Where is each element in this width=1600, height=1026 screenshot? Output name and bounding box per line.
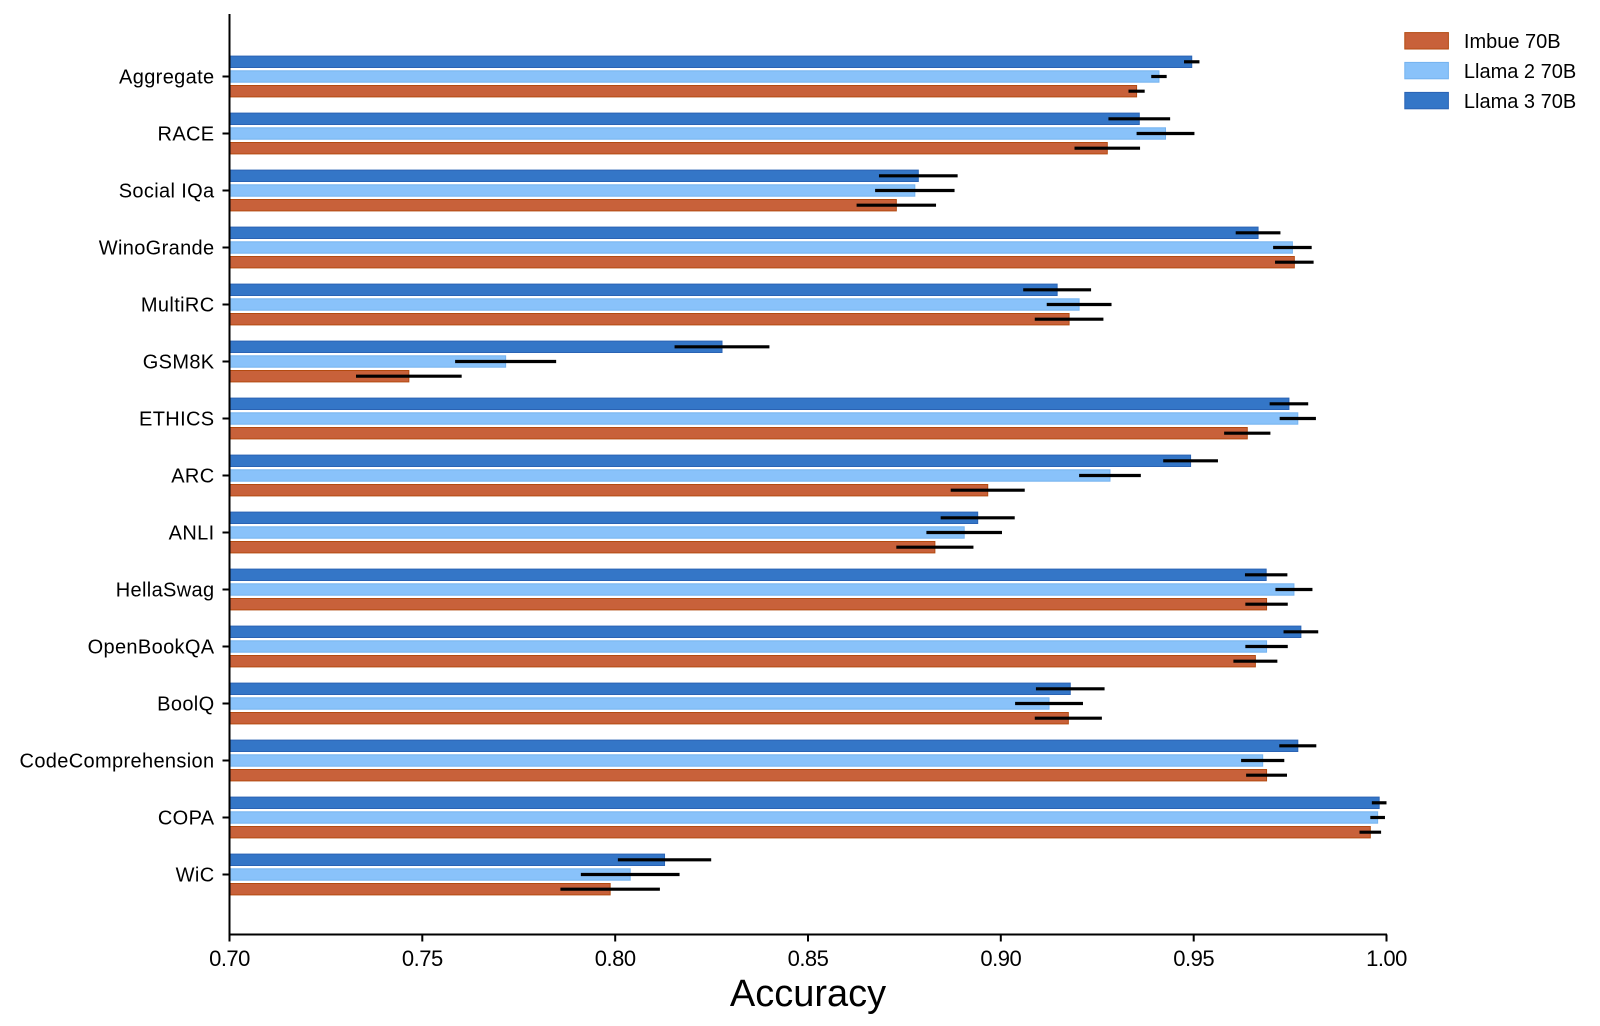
- svg-text:Llama 3 70B: Llama 3 70B: [1464, 91, 1576, 113]
- svg-text:0.70: 0.70: [209, 946, 250, 971]
- svg-text:GSM8K: GSM8K: [143, 352, 215, 374]
- svg-text:0.75: 0.75: [402, 946, 443, 971]
- svg-text:Accuracy: Accuracy: [730, 973, 886, 1015]
- svg-text:Social IQa: Social IQa: [119, 181, 215, 203]
- svg-text:Imbue 70B: Imbue 70B: [1464, 31, 1561, 53]
- svg-text:WinoGrande: WinoGrande: [99, 238, 215, 260]
- svg-text:ETHICS: ETHICS: [139, 409, 214, 431]
- svg-text:RACE: RACE: [158, 124, 215, 146]
- svg-text:Llama 2 70B: Llama 2 70B: [1464, 61, 1576, 83]
- svg-text:OpenBookQA: OpenBookQA: [88, 637, 215, 659]
- svg-text:CodeComprehension: CodeComprehension: [20, 751, 215, 773]
- svg-text:HellaSwag: HellaSwag: [116, 580, 215, 602]
- svg-text:0.80: 0.80: [595, 946, 636, 971]
- svg-text:ANLI: ANLI: [169, 523, 215, 545]
- svg-text:0.95: 0.95: [1173, 946, 1214, 971]
- svg-text:ARC: ARC: [171, 466, 214, 488]
- svg-text:WiC: WiC: [176, 865, 215, 887]
- svg-text:0.90: 0.90: [980, 946, 1021, 971]
- svg-text:MultiRC: MultiRC: [141, 295, 215, 317]
- svg-text:BoolQ: BoolQ: [157, 694, 214, 716]
- svg-text:0.85: 0.85: [788, 946, 829, 971]
- svg-text:Aggregate: Aggregate: [119, 67, 214, 89]
- svg-text:COPA: COPA: [158, 808, 215, 830]
- svg-text:1.00: 1.00: [1366, 946, 1407, 971]
